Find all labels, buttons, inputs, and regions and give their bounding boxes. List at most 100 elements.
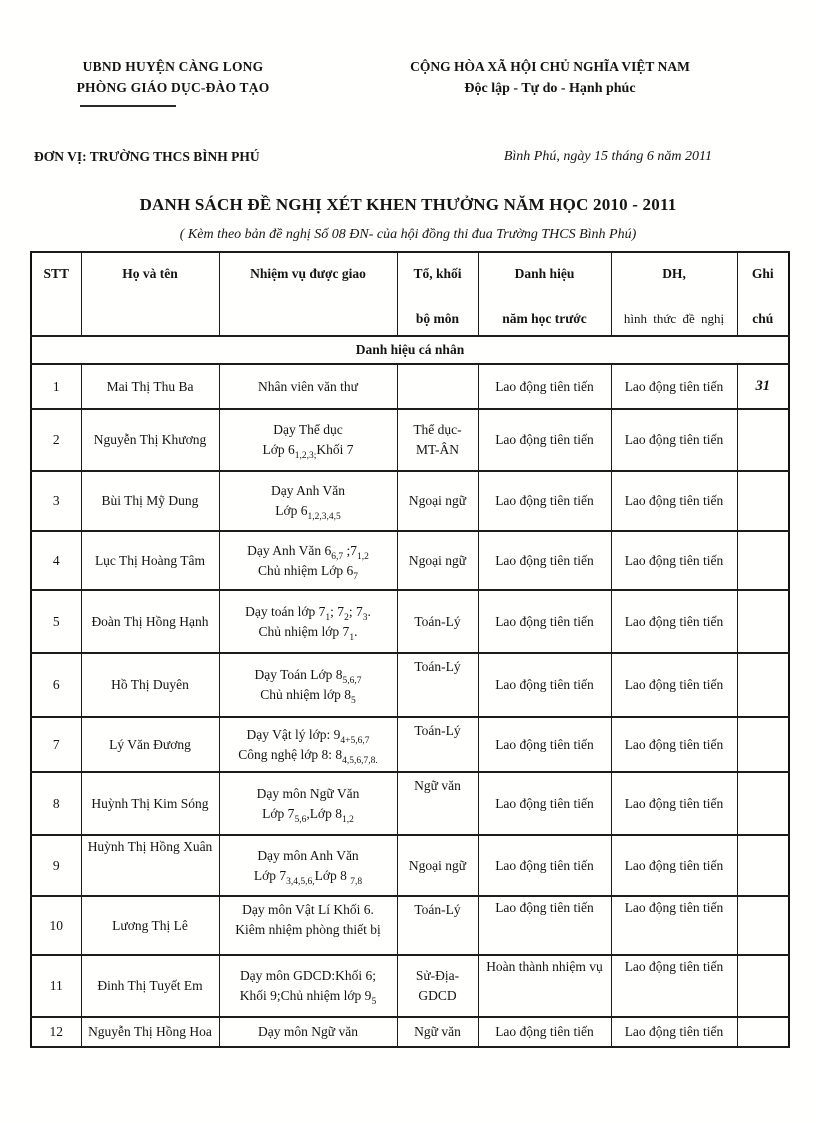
duty-text: . [354, 623, 358, 639]
duty-text: Lớp 7 [253, 867, 287, 883]
table-row: 4 Lục Thị Hoàng Tâm Dạy Anh Văn 66,7 ;71,2… [30, 530, 790, 591]
column-header-line: DH, [662, 266, 686, 281]
table-row: 9 Huỳnh Thị Hồng Xuân Dạy môn Anh Văn Lớp 7… [30, 834, 790, 897]
document-subtitle: ( Kèm theo bản đề nghị Số 08 ĐN- của hội… [179, 227, 637, 242]
cell-full-name: Mai Thị Thu Ba [80, 363, 220, 410]
column-header-0: STT [30, 251, 82, 337]
cell-note [736, 589, 790, 654]
duty-line: Dạy Anh Văn 66,7 ;71,2 [222, 541, 395, 562]
duty-text: Dạy Toán Lớp 8 [254, 667, 343, 682]
duty-line: Lớp 73,4,5,6,Lớp 8 7,8 [222, 866, 395, 887]
cell-assigned-duty: Dạy toán lớp 71; 72; 73. Chủ nhiệm lớp 71… [218, 589, 398, 654]
issuing-org-block: UBND HUYỆN CÀNG LONG PHÒNG GIÁO DỤC-ĐÀO … [8, 56, 338, 107]
issue-date: Bình Phú, ngày 15 tháng 6 năm 2011 [503, 149, 712, 164]
subject-group-line: Toán-Lý [414, 613, 461, 629]
cell-full-name: Huỳnh Thị Kim Sóng [80, 771, 220, 836]
table-row: 8 Huỳnh Thị Kim Sóng Dạy môn Ngữ Văn Lớp 75… [30, 771, 790, 836]
duty-line: Dạy Anh Văn [222, 481, 395, 501]
duty-line: Lớp 75,6,Lớp 81,2 [222, 804, 395, 825]
table-row: 2 Nguyễn Thị Khương Dạy Thể dục Lớp 61,2,3;… [30, 408, 790, 472]
column-header-3: Tổ, khối bộ môn [396, 251, 479, 337]
duty-text: ; 7 [348, 603, 363, 619]
unit-name: ĐƠN VỊ: TRƯỜNG THCS BÌNH PHÚ [34, 149, 260, 164]
cell-full-name: Hồ Thị Duyên [80, 652, 220, 718]
duty-text: Lớp 6 [262, 442, 295, 457]
letterhead: UBND HUYỆN CÀNG LONG PHÒNG GIÁO DỤC-ĐÀO … [0, 0, 816, 107]
table-header: STT Họ và tên Nhiệm vụ được giao Tổ, khối bộ… [30, 251, 790, 337]
cell-assigned-duty: Dạy Anh Văn 66,7 ;71,2 Chủ nhiệm Lớp 67 [218, 530, 398, 591]
duty-text: Lớp 7 [262, 805, 295, 821]
cell-previous-year-title: Hoàn thành nhiệm vụ [477, 954, 612, 1018]
national-motto: Độc lập - Tự do - Hạnh phúc [464, 81, 636, 96]
cell-previous-year-title: Lao động tiên tiến [477, 408, 612, 472]
duty-line: Chủ nhiệm Lớp 67 [222, 561, 395, 582]
org-parent-name: UBND HUYỆN CÀNG LONG [82, 59, 264, 74]
cell-proposed-title: Lao động tiên tiến [610, 652, 738, 718]
cell-proposed-title: Lao động tiên tiến [610, 470, 738, 532]
cell-full-name: Nguyễn Thị Hồng Hoa [80, 1016, 220, 1048]
cell-previous-year-title: Lao động tiên tiến [477, 652, 612, 718]
cell-subject-group: Ngoại ngữ [396, 470, 479, 532]
class-subscript: 2 [344, 612, 349, 623]
cell-order-number: 4 [30, 530, 82, 591]
duty-line: Dạy môn GDCD:Khối 6; [222, 966, 395, 986]
duty-text: Lớp 6 [275, 503, 308, 518]
column-header-line: chú [752, 311, 774, 326]
org-name: PHÒNG GIÁO DỤC-ĐÀO TẠO [76, 80, 270, 95]
duty-text: Dạy môn GDCD:Khối 6; [239, 968, 377, 983]
cell-note [736, 895, 790, 956]
cell-previous-year-title: Lao động tiên tiến [477, 589, 612, 654]
cell-proposed-title: Lao động tiên tiến [610, 530, 738, 591]
cell-order-number: 3 [30, 470, 82, 532]
cell-full-name: Đinh Thị Tuyết Em [80, 954, 220, 1018]
duty-line: Dạy Toán Lớp 85,6,7 [222, 665, 395, 686]
duty-text: Dạy môn Ngữ văn [258, 1024, 358, 1039]
cell-order-number: 2 [30, 408, 82, 472]
column-header-line: Tổ, khối [413, 266, 462, 281]
cell-proposed-title: Lao động tiên tiến [610, 771, 738, 836]
subject-group-line: GDCD [418, 988, 457, 1003]
duty-text: Dạy Thể dục [273, 422, 343, 437]
cell-order-number: 8 [30, 771, 82, 836]
column-header-line: Họ và tên [122, 266, 178, 281]
cell-note [736, 771, 790, 836]
cell-subject-group: Toán-Lý [396, 716, 479, 773]
cell-order-number: 11 [30, 954, 82, 1018]
cell-subject-group: Toán-Lý [396, 895, 479, 956]
duty-text: Dạy môn Vật Lí Khối 6. [242, 902, 374, 917]
subject-group-line: Thể dục- [413, 422, 462, 437]
duty-line: Công nghệ lớp 8: 84,5,6,7,8. [222, 745, 395, 766]
cell-note [736, 408, 790, 472]
class-subscript: 1 [349, 632, 355, 643]
cell-full-name: Bùi Thị Mỹ Dung [80, 470, 220, 532]
cell-note [736, 1016, 790, 1048]
duty-text: Dạy Anh Văn 6 [247, 542, 332, 558]
cell-proposed-title: Lao động tiên tiến [610, 363, 738, 410]
class-subscript: 5,6 [294, 814, 307, 825]
duty-line: Dạy môn Anh Văn [222, 846, 395, 866]
duty-line: Dạy môn Ngữ văn [222, 1022, 395, 1042]
subject-group-line: Ngoại ngữ [408, 552, 467, 568]
table-row: 10 Lương Thị Lê Dạy môn Vật Lí Khối 6. Kiêm… [30, 895, 790, 956]
class-subscript: 4,5,6,7,8. [342, 755, 378, 766]
table-row: 5 Đoàn Thị Hồng Hạnh Dạy toán lớp 71; 72; … [30, 589, 790, 654]
cell-order-number: 1 [30, 363, 82, 410]
cell-subject-group: Toán-Lý [396, 652, 479, 718]
cell-subject-group: Ngoại ngữ [396, 530, 479, 591]
section-label: Danh hiệu cá nhân [30, 335, 790, 365]
duty-text: Kiêm nhiệm phòng thiết bị [235, 922, 381, 937]
cell-previous-year-title: Lao động tiên tiến [477, 716, 612, 773]
cell-full-name: Lương Thị Lê [80, 895, 220, 956]
class-subscript: 1 [325, 612, 331, 623]
cell-full-name: Nguyễn Thị Khương [80, 408, 220, 472]
column-header-2: Nhiệm vụ được giao [218, 251, 398, 337]
cell-proposed-title: Lao động tiên tiến [610, 895, 738, 956]
cell-full-name: Lục Thị Hoàng Tâm [80, 530, 220, 591]
column-header-1: Họ và tên [80, 251, 220, 337]
class-subscript: 7 [353, 571, 358, 582]
duty-line: Dạy Vật lý lớp: 94+5,6,7 [222, 725, 395, 746]
table-header-row: STT Họ và tên Nhiệm vụ được giao Tổ, khối bộ… [30, 251, 790, 337]
subject-group-line: Ngoại ngữ [408, 493, 467, 508]
cell-order-number: 9 [30, 834, 82, 897]
